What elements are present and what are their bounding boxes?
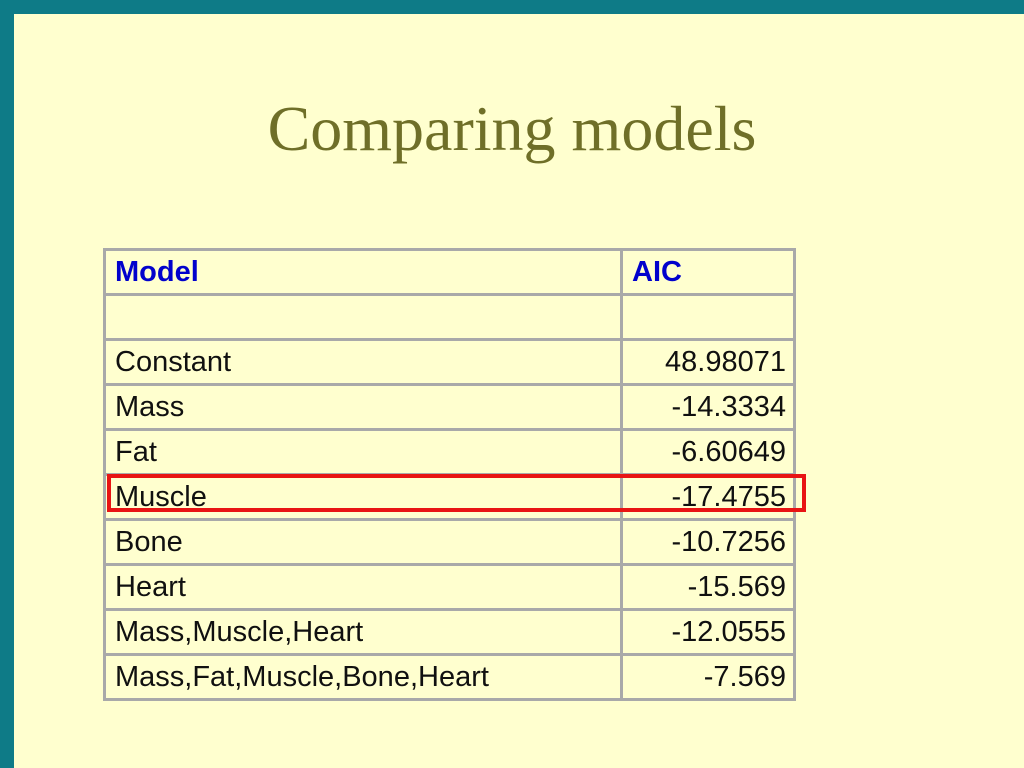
aic-cell: -14.3334 bbox=[620, 383, 796, 431]
column-header-model: Model bbox=[103, 248, 623, 296]
model-cell: Mass,Fat,Muscle,Bone,Heart bbox=[103, 653, 623, 701]
model-aic-comparison-table: Model AIC Constant 48.98071 Mass -14.333… bbox=[103, 248, 796, 701]
aic-cell bbox=[620, 293, 796, 341]
model-cell: Constant bbox=[103, 338, 623, 386]
aic-cell: -7.569 bbox=[620, 653, 796, 701]
column-header-aic: AIC bbox=[620, 248, 796, 296]
model-cell: Fat bbox=[103, 428, 623, 476]
table-row-heart: Heart -15.569 bbox=[103, 563, 796, 611]
table-row-constant: Constant 48.98071 bbox=[103, 338, 796, 386]
slide-frame-top-border bbox=[0, 0, 1024, 14]
slide-title: Comparing models bbox=[267, 93, 757, 164]
model-cell: Mass,Muscle,Heart bbox=[103, 608, 623, 656]
table-row-empty bbox=[103, 293, 796, 341]
table-row-fat: Fat -6.60649 bbox=[103, 428, 796, 476]
aic-cell: -15.569 bbox=[620, 563, 796, 611]
aic-cell: -6.60649 bbox=[620, 428, 796, 476]
table-row-mass: Mass -14.3334 bbox=[103, 383, 796, 431]
aic-cell: -12.0555 bbox=[620, 608, 796, 656]
model-cell: Bone bbox=[103, 518, 623, 566]
model-cell: Heart bbox=[103, 563, 623, 611]
aic-cell: -10.7256 bbox=[620, 518, 796, 566]
model-cell: Muscle bbox=[103, 473, 623, 521]
table-row-mass-muscle-heart: Mass,Muscle,Heart -12.0555 bbox=[103, 608, 796, 656]
table-row-bone: Bone -10.7256 bbox=[103, 518, 796, 566]
slide-frame-left-border bbox=[0, 0, 14, 768]
model-cell bbox=[103, 293, 623, 341]
table-row-mass-fat-muscle-bone-heart: Mass,Fat,Muscle,Bone,Heart -7.569 bbox=[103, 653, 796, 701]
table-header-row: Model AIC bbox=[103, 248, 796, 296]
model-cell: Mass bbox=[103, 383, 623, 431]
aic-cell: -17.4755 bbox=[620, 473, 796, 521]
table-row-muscle-highlighted: Muscle -17.4755 bbox=[103, 473, 796, 521]
aic-cell: 48.98071 bbox=[620, 338, 796, 386]
